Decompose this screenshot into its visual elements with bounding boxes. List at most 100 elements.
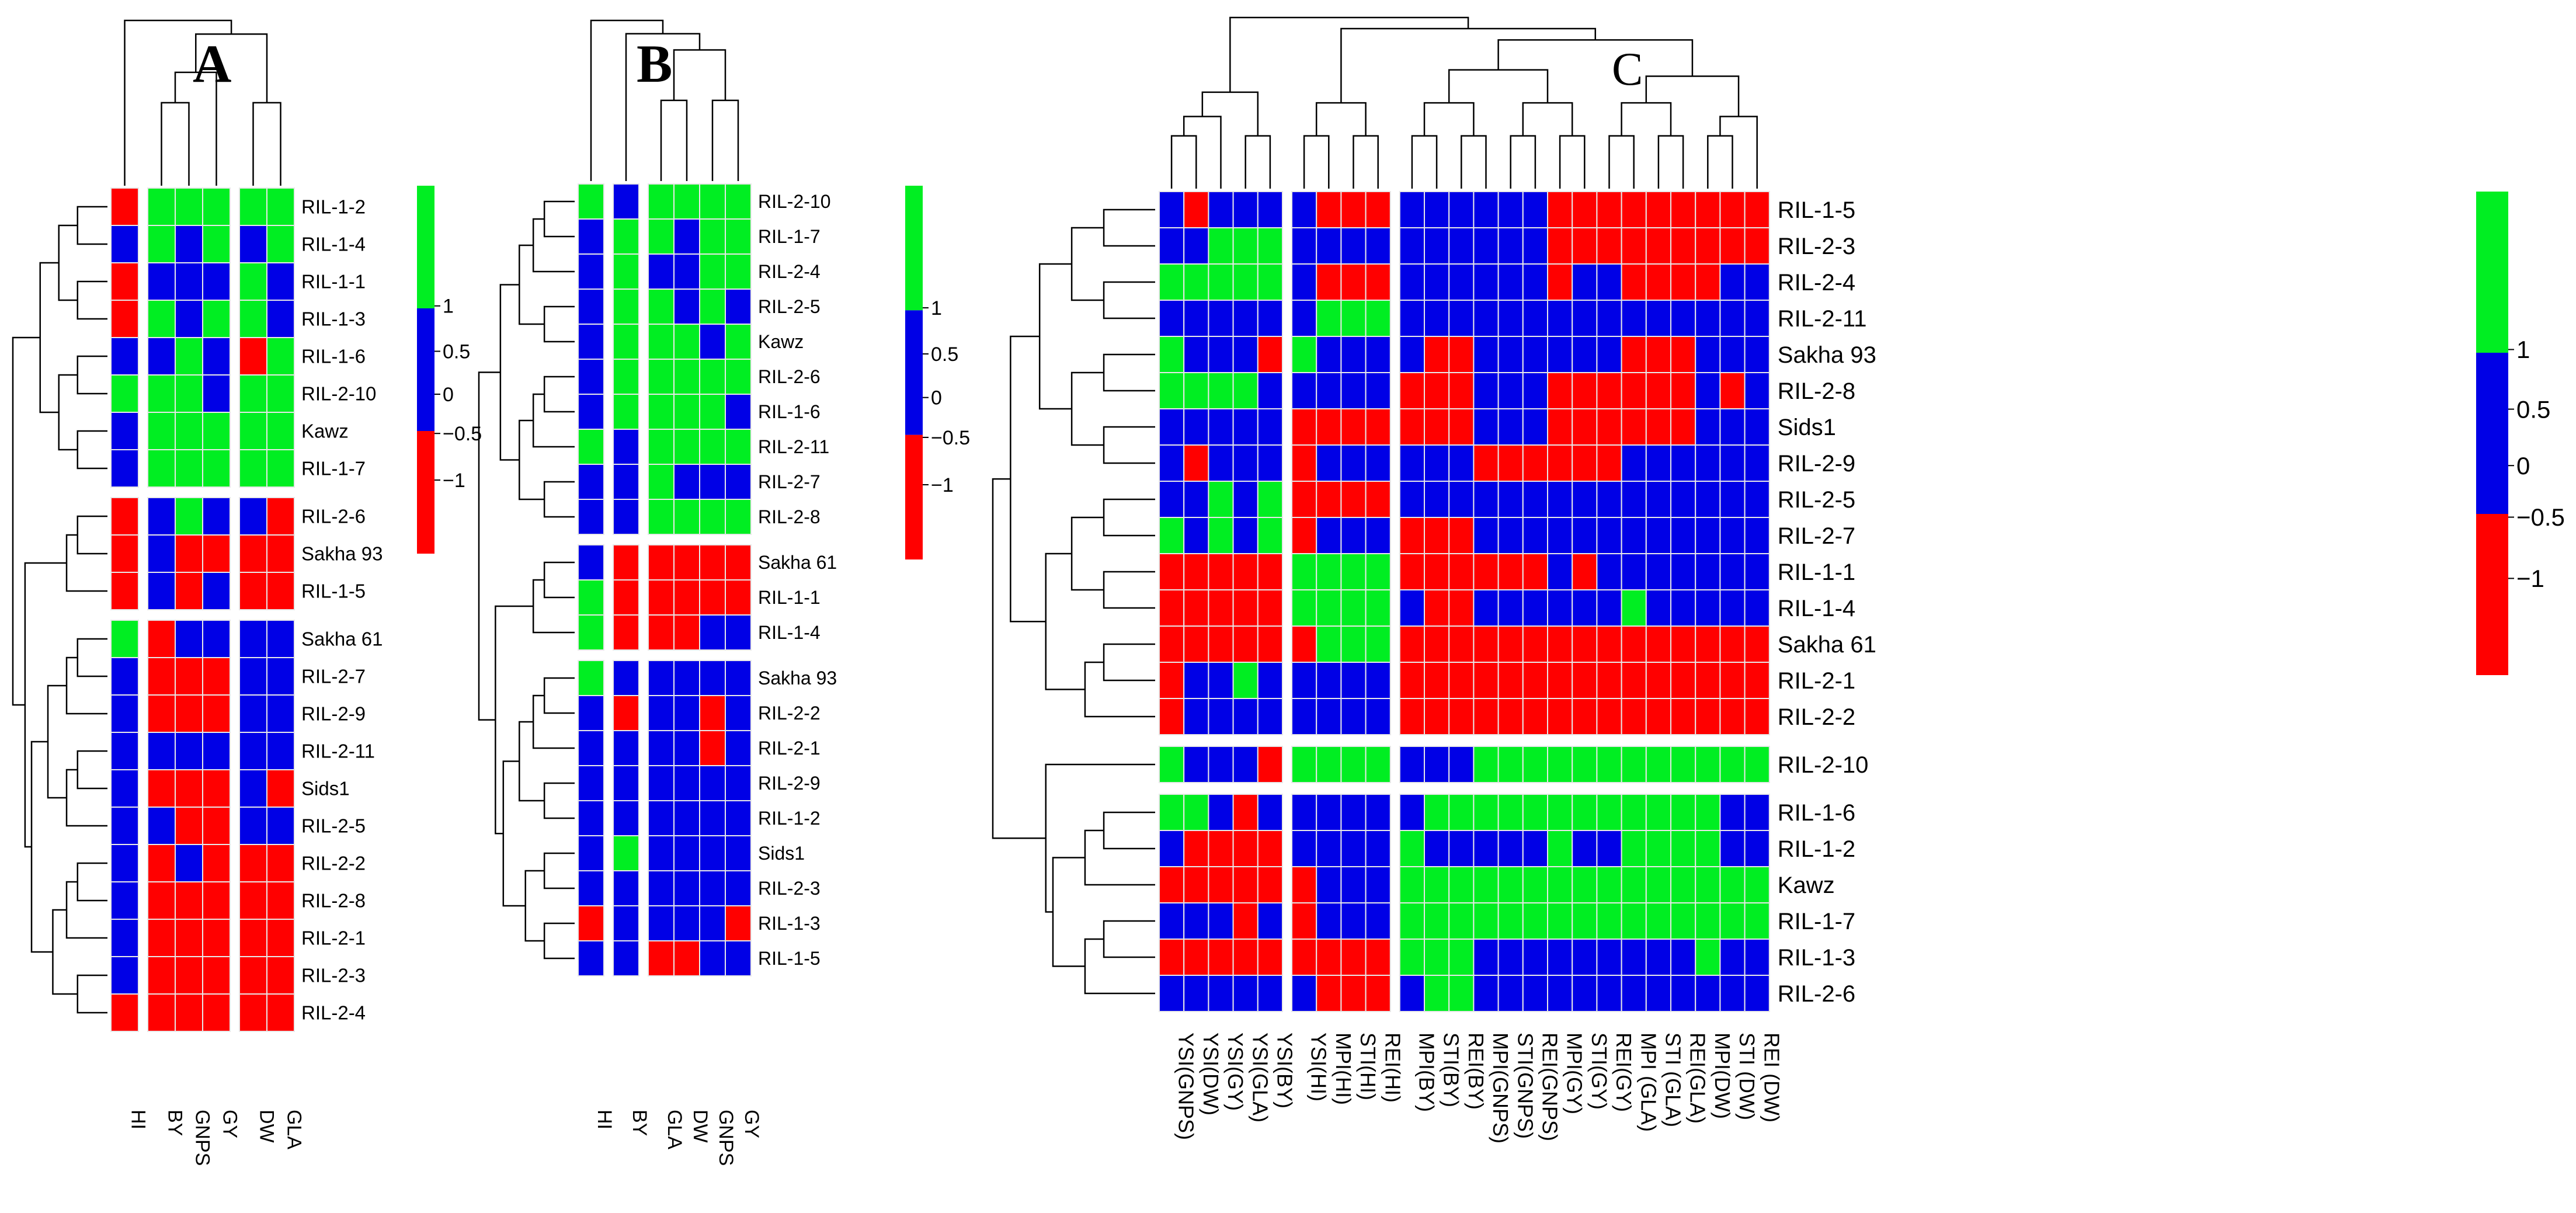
panel-a-cell	[147, 374, 176, 413]
panel-c-column-label: MPI(GY)	[1563, 1033, 1587, 1114]
panel-c-cell	[1208, 975, 1234, 1012]
panel-c-cell	[1257, 372, 1284, 409]
panel-c-cell	[1670, 589, 1697, 627]
panel-c-cell	[1316, 336, 1342, 373]
panel-a-cell	[175, 225, 203, 263]
panel-c-cell	[1257, 300, 1284, 337]
heatmap-cells-layer	[110, 183, 1770, 1032]
panel-c-row-label: RIL-2-5	[1778, 487, 1855, 513]
panel-a-cell	[147, 262, 176, 301]
panel-c-cell	[1316, 300, 1342, 337]
panel-c-cell	[1645, 191, 1672, 228]
panel-c-cell	[1719, 975, 1746, 1012]
panel-c-cell	[1621, 517, 1647, 554]
panel-b-row-label: RIL-2-5	[758, 296, 821, 317]
panel-b-cell	[725, 905, 752, 941]
panel-c-column-label: REI(BY)	[1464, 1033, 1488, 1110]
panel-b-row-label: RIL-1-1	[758, 587, 821, 608]
panel-c-cell	[1424, 625, 1450, 663]
panel-c-cell	[1316, 263, 1342, 301]
panel-b-cell	[699, 544, 726, 581]
panel-a-cell	[239, 732, 267, 770]
panel-c-cell	[1695, 902, 1721, 940]
panel-c-cell	[1183, 975, 1209, 1012]
panel-c-cell	[1645, 553, 1672, 590]
panel-c-cell	[1522, 372, 1549, 409]
panel-c-cell	[1522, 263, 1549, 301]
panel-c-cell	[1695, 975, 1721, 1012]
panel-c-cell	[1340, 939, 1367, 976]
row-dendrogram-branch	[1070, 371, 1104, 446]
panel-c-cell	[1670, 553, 1697, 590]
panel-c-cell	[1208, 444, 1234, 482]
panel-c-cell	[1208, 866, 1234, 903]
panel-c-cell	[1719, 553, 1746, 590]
panel-c-cell	[1621, 553, 1647, 590]
panel-a-legend-swatch	[417, 186, 434, 308]
panel-c-cell	[1399, 866, 1426, 903]
panel-c-cell	[1522, 746, 1549, 783]
panel-c-cell	[1291, 263, 1317, 301]
panel-c-cell	[1547, 662, 1573, 699]
panel-c-column-label: YSI(GNPS)	[1174, 1033, 1198, 1140]
panel-a-cell	[202, 993, 231, 1032]
panel-c-cell	[1621, 191, 1647, 228]
panel-c-cell	[1183, 336, 1209, 373]
panel-c-cell	[1497, 300, 1524, 337]
panel-c-cell	[1257, 698, 1284, 735]
panel-c-cell	[1291, 902, 1317, 940]
panel-c-cell	[1340, 300, 1367, 337]
panel-a-cell	[239, 262, 267, 301]
panel-a-cell	[202, 732, 231, 770]
panel-b-row-label: RIL-2-11	[758, 436, 829, 457]
panel-b-cell	[699, 905, 726, 941]
panel-c-cell	[1399, 625, 1426, 663]
panel-a-cell	[147, 620, 176, 658]
row-dendrogram-branch	[77, 280, 107, 320]
panel-c-cell	[1547, 517, 1573, 554]
column-dendrogram-branch	[1645, 75, 1740, 117]
panel-a-column-label: GLA	[283, 1110, 305, 1149]
panel-c-column-label: REI(GY)	[1612, 1033, 1636, 1112]
panel-c-cell	[1183, 625, 1209, 663]
panel-c-cell	[1159, 589, 1185, 627]
panel-c-cell	[1257, 866, 1284, 903]
panel-c-cell	[1232, 372, 1259, 409]
panel-a-cell	[110, 497, 139, 536]
panel-a-cell	[239, 449, 267, 488]
panel-b-cell	[673, 835, 700, 871]
panel-c-cell	[1572, 227, 1598, 265]
panel-c-cell	[1547, 191, 1573, 228]
panel-c-cell	[1670, 263, 1697, 301]
panel-c-cell	[1744, 902, 1770, 940]
panel-a-cell	[239, 919, 267, 957]
panel-c-cell	[1448, 698, 1475, 735]
panel-c-column-label: YSI(BY)	[1273, 1033, 1297, 1108]
panel-a-cell	[202, 769, 231, 808]
row-dendrogram-branch	[47, 684, 67, 799]
panel-a-cell	[175, 844, 203, 882]
row-dendrogram-branch	[77, 430, 107, 470]
panel-a-cell	[175, 956, 203, 995]
panel-b-cell	[725, 544, 752, 581]
panel-c-cell	[1572, 746, 1598, 783]
panel-a-cell	[147, 919, 176, 957]
panel-c-cell	[1547, 481, 1573, 518]
panel-c-cell	[1183, 794, 1209, 831]
panel-b-cell	[725, 394, 752, 430]
panel-a-cell	[202, 572, 231, 610]
panel-c-cell	[1522, 300, 1549, 337]
panel-c-cell	[1522, 444, 1549, 482]
panel-c-cell	[1497, 517, 1524, 554]
panel-c-cell	[1448, 227, 1475, 265]
panel-c-cell	[1424, 336, 1450, 373]
panel-c-cell	[1291, 625, 1317, 663]
panel-c-cell	[1340, 902, 1367, 940]
panel-c-cell	[1719, 589, 1746, 627]
panel-c-cell	[1365, 939, 1391, 976]
panel-c-cell	[1670, 227, 1697, 265]
panel-c-column-label: STI(GNPS)	[1513, 1033, 1537, 1139]
panel-a-row-label: RIL-2-5	[301, 815, 366, 837]
panel-c-cell	[1596, 794, 1622, 831]
panel-b-cell	[725, 499, 752, 535]
